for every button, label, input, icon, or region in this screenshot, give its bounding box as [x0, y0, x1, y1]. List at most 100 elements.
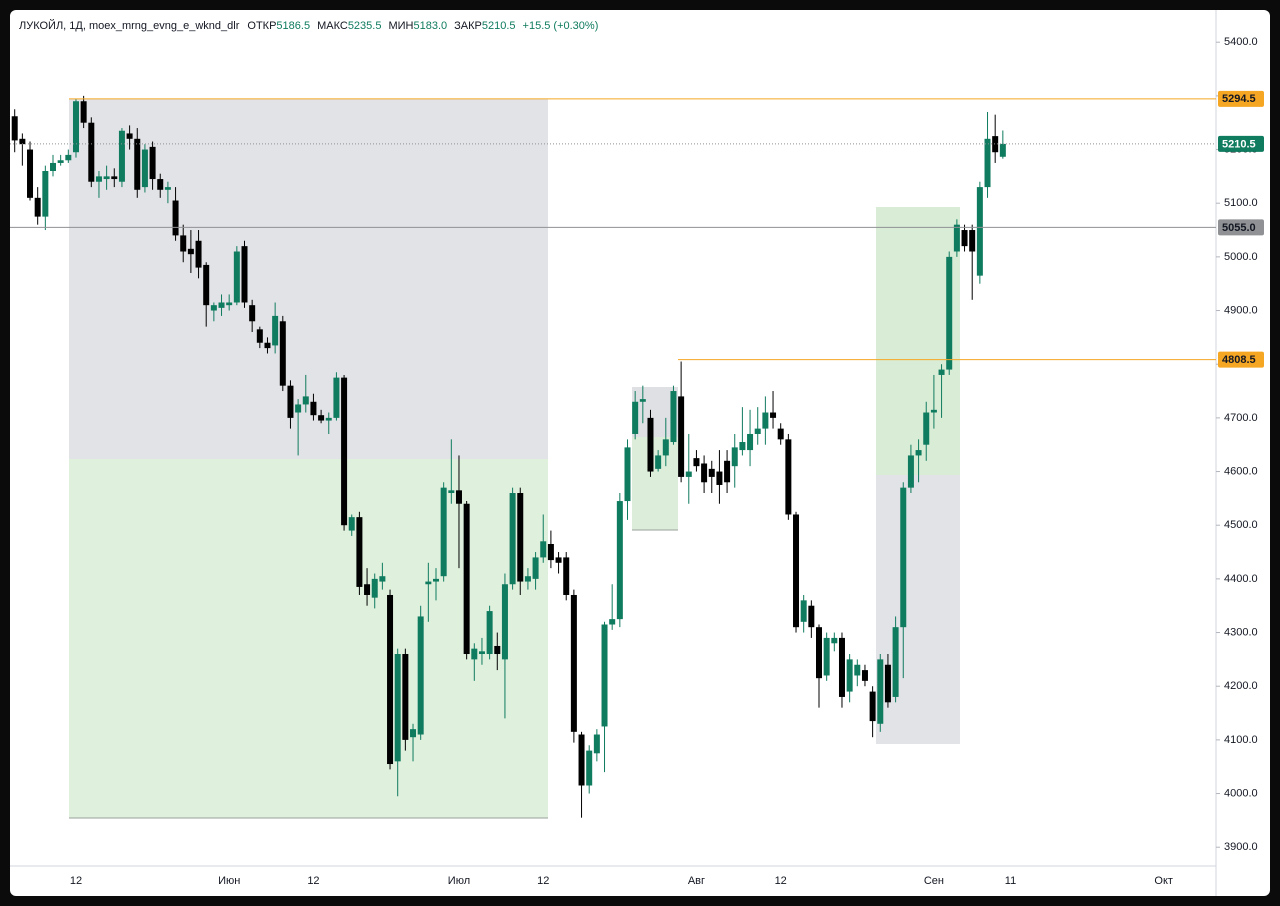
candle-body	[494, 645, 501, 655]
candle-body	[670, 391, 677, 443]
candle-body	[417, 616, 424, 735]
candle-body	[80, 101, 87, 123]
legend-value: 5210.5	[482, 20, 516, 32]
candle-body	[333, 377, 340, 418]
candle-body	[754, 428, 761, 434]
range-box	[632, 437, 678, 530]
y-tick-label: 4300.0	[1224, 626, 1258, 638]
legend-value: 5235.5	[348, 20, 382, 32]
candle-body	[95, 176, 102, 182]
candle-body	[272, 315, 279, 346]
candle-body	[532, 557, 539, 579]
candle-body	[800, 600, 807, 622]
candle-body	[11, 116, 18, 141]
x-tick-label: 11	[1005, 875, 1016, 887]
candle-body	[218, 302, 225, 308]
y-tick-label: 4000.0	[1224, 787, 1258, 799]
candle-body	[662, 439, 669, 456]
price-tag	[1218, 135, 1264, 152]
candle-body	[379, 576, 386, 582]
candle-body	[555, 557, 562, 563]
y-tick-label: 4200.0	[1224, 680, 1258, 692]
candle-body	[486, 611, 493, 655]
candle-body	[593, 734, 600, 754]
candle-body	[770, 412, 777, 418]
candle-body	[762, 412, 769, 429]
y-tick-label: 5000.0	[1224, 251, 1258, 263]
candle-body	[701, 463, 708, 483]
legend-value: 5186.5	[276, 20, 310, 32]
price-tag-label: 5055.0	[1222, 222, 1256, 234]
candle-body	[731, 447, 738, 467]
legend-label: МАКС	[317, 20, 348, 32]
candle-body	[961, 230, 968, 247]
candle-body	[639, 399, 646, 402]
candle-body	[341, 377, 348, 526]
candle-body	[547, 543, 554, 561]
price-tag-label: 5210.5	[1222, 138, 1256, 150]
candle-body	[264, 342, 271, 349]
candle-body	[647, 417, 654, 472]
x-tick-label: Окт	[1154, 875, 1173, 887]
price-tag-label: 4808.5	[1222, 354, 1256, 366]
candle-body	[693, 458, 700, 467]
price-tag	[1218, 351, 1264, 368]
x-tick-label: Июл	[448, 875, 470, 887]
price-tag	[1218, 90, 1264, 107]
candle-body	[846, 659, 853, 692]
candle-body	[793, 514, 800, 628]
x-tick-label: Авг	[688, 875, 705, 887]
candle-body	[524, 576, 531, 582]
candle-body	[371, 578, 378, 598]
candle-body	[930, 409, 937, 413]
candle-body	[103, 176, 110, 180]
candle-body	[425, 581, 432, 585]
candle-body	[256, 329, 263, 343]
candle-body	[861, 670, 868, 681]
candle-body	[65, 154, 72, 161]
candle-body	[241, 246, 248, 303]
candle-body	[478, 651, 485, 655]
candle-body	[279, 321, 286, 386]
candle-body	[655, 455, 662, 469]
candle-body	[149, 146, 156, 180]
candle-body	[969, 230, 976, 252]
candle-body	[831, 637, 838, 644]
candle-body	[708, 468, 715, 477]
legend-change: +15.5 (+0.30%)	[523, 20, 599, 32]
candle-body	[448, 490, 455, 494]
x-tick-label: 12	[70, 875, 82, 887]
candle-body	[624, 447, 631, 502]
price-tag	[1218, 219, 1264, 236]
legend-label: ОТКР	[247, 20, 276, 32]
candle-body	[501, 584, 508, 660]
candle-body	[570, 594, 577, 732]
candle-body	[517, 493, 524, 582]
candle-body	[578, 734, 585, 786]
candle-body	[27, 149, 34, 198]
candle-body	[586, 750, 593, 786]
x-tick-label: 12	[775, 875, 787, 887]
y-tick-label: 5100.0	[1224, 197, 1258, 209]
legend-label: ЗАКР	[454, 20, 482, 32]
candle-body	[808, 605, 815, 628]
candle-body	[57, 160, 64, 163]
candle-body	[739, 442, 746, 451]
candle-body	[118, 130, 125, 182]
candle-body	[164, 187, 171, 190]
candle-body	[249, 305, 256, 322]
x-tick-label: 12	[537, 875, 549, 887]
price-tag-label: 5294.5	[1222, 93, 1256, 105]
candle-body	[869, 691, 876, 722]
candle-body	[724, 460, 731, 483]
candle-body	[157, 179, 164, 190]
candle-body	[984, 138, 991, 188]
candle-body	[915, 450, 922, 456]
range-box	[632, 387, 678, 437]
candle-body	[19, 138, 26, 145]
candle-body	[402, 654, 409, 740]
candle-body	[463, 503, 470, 655]
candle-body	[777, 428, 784, 440]
candle-body	[34, 197, 41, 217]
candle-body	[325, 417, 332, 421]
